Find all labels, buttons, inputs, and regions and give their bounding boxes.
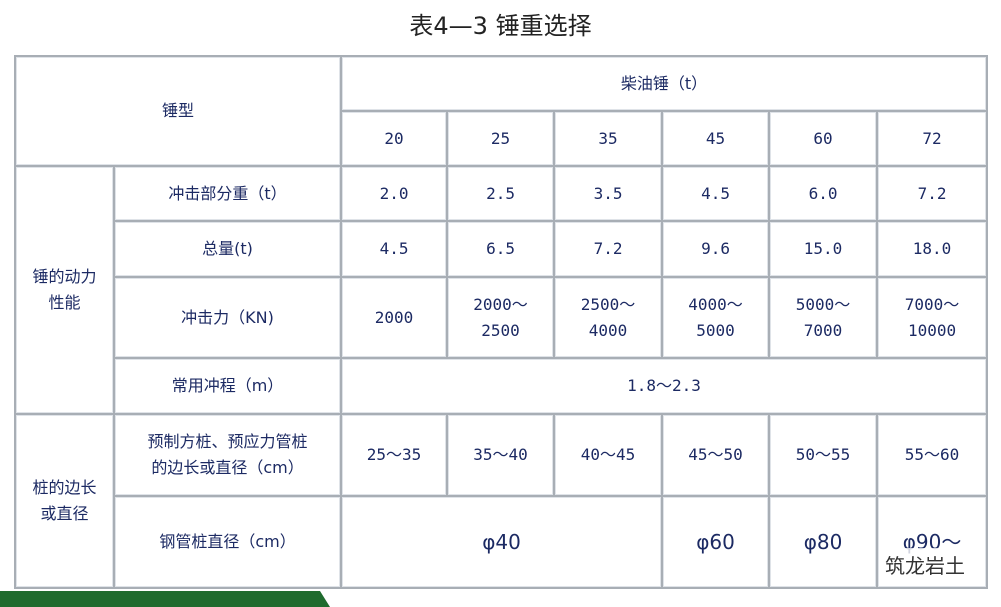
size-cell: 45 bbox=[661, 110, 771, 167]
value-cell: 2000～ 2500 bbox=[446, 276, 556, 359]
value-cell: 2500～ 4000 bbox=[553, 276, 664, 359]
table-row: 钢管桩直径（cm） φ40 φ60 φ80 φ90～ bbox=[15, 495, 989, 589]
row-label: 冲击部分重（t） bbox=[112, 165, 343, 222]
value-cell: 1.8～2.3 bbox=[340, 357, 989, 415]
value-cell: 7.2 bbox=[553, 220, 664, 278]
value-cell: φ60 bbox=[661, 495, 771, 589]
table-row: 冲击力（KN) 2000 2000～ 2500 2500～ 4000 4000～ 500… bbox=[15, 276, 989, 359]
value-cell: 7000～ 10000 bbox=[876, 276, 989, 359]
size-cell: 35 bbox=[553, 110, 664, 167]
table-row: 20 25 35 45 60 72 bbox=[15, 110, 989, 167]
value-cell: 40～45 bbox=[553, 413, 664, 497]
value-cell: 55～60 bbox=[876, 413, 989, 497]
value-cell: 15.0 bbox=[768, 220, 879, 278]
value-cell: φ80 bbox=[768, 495, 879, 589]
size-cell: 72 bbox=[876, 110, 989, 167]
logo: 筑龙岩土 bbox=[879, 548, 971, 581]
value-cell: 9.6 bbox=[661, 220, 771, 278]
group-label: 桩的边长 或直径 bbox=[14, 413, 115, 589]
size-cell: 20 bbox=[340, 110, 449, 167]
row-label: 常用冲程（m） bbox=[112, 357, 343, 415]
header-cell: 锤型 bbox=[13, 55, 343, 167]
value-cell: 4000～ 5000 bbox=[661, 276, 771, 359]
value-cell: 6.5 bbox=[446, 220, 556, 278]
header-cell: 柴油锤（t） bbox=[340, 55, 989, 112]
table-row: 桩的边长 或直径 预制方桩、预应力管桩 的边长或直径（cm） 25～35 35～40 4… bbox=[14, 413, 989, 589]
value-cell: φ40 bbox=[340, 495, 664, 589]
value-cell: 6.0 bbox=[768, 165, 879, 222]
value-cell: 45～50 bbox=[661, 413, 771, 497]
table-row: 总量(t) 4.5 6.5 7.2 9.6 15.0 18.0 bbox=[15, 220, 989, 278]
value-cell: 18.0 bbox=[876, 220, 989, 278]
hammer-table: 锤型 柴油锤（t） 20 25 35 45 60 72 锤的动力 性能 冲击部分重（t） 2.0 2.… bbox=[13, 55, 989, 589]
value-cell: 3.5 bbox=[553, 165, 664, 222]
value-cell: 35～40 bbox=[446, 413, 556, 497]
value-cell: 4.5 bbox=[661, 165, 771, 222]
value-cell: 25～35 bbox=[340, 413, 449, 497]
value-cell: 2.0 bbox=[340, 165, 449, 222]
row-label: 预制方桩、预应力管桩 的边长或直径（cm） bbox=[112, 413, 343, 497]
row-label: 钢管桩直径（cm） bbox=[112, 495, 343, 589]
title: 表4—3 锤重选择 bbox=[409, 12, 592, 40]
footer-bar bbox=[0, 591, 330, 607]
table-row: 锤型 柴油锤（t） bbox=[13, 55, 989, 167]
value-cell: 4.5 bbox=[340, 220, 449, 278]
value-cell: 2000 bbox=[340, 276, 449, 359]
row-label: 冲击力（KN) bbox=[112, 276, 343, 359]
value-cell: 2.5 bbox=[446, 165, 556, 222]
value-cell: 7.2 bbox=[876, 165, 989, 222]
value-cell: 5000～ 7000 bbox=[768, 276, 879, 359]
size-cell: 60 bbox=[768, 110, 879, 167]
table-row: 锤的动力 性能 冲击部分重（t） 2.0 2.5 3.5 4.5 6.0 7.2 bbox=[14, 165, 989, 415]
value-cell: 50～55 bbox=[768, 413, 879, 497]
table-body: 锤型 柴油锤（t） 20 25 35 45 60 72 锤的动力 性能 冲击部分重（t） 2.0 2.… bbox=[13, 55, 989, 589]
group-label: 锤的动力 性能 bbox=[14, 165, 115, 415]
size-cell: 25 bbox=[446, 110, 556, 167]
table-row: 常用冲程（m） 1.8～2.3 bbox=[15, 357, 989, 415]
row-label: 总量(t) bbox=[112, 220, 343, 278]
